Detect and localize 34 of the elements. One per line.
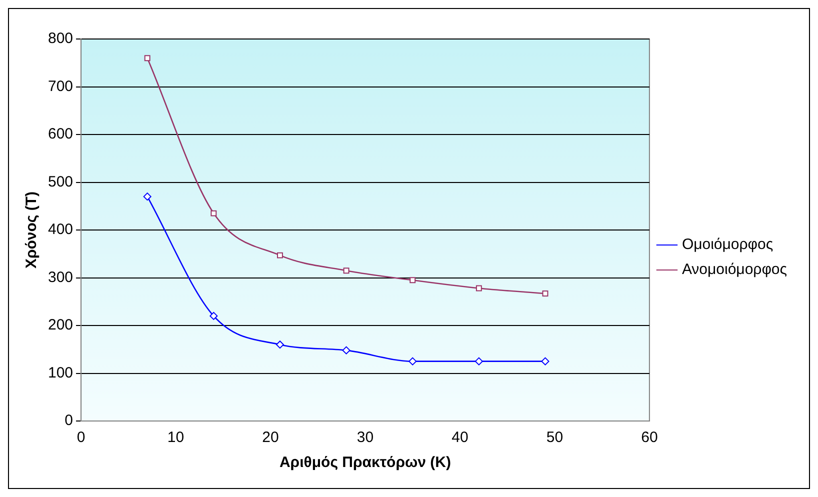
x-tick-label: 30 [356,429,374,446]
point [277,252,283,258]
point [210,312,218,320]
y-tick-label: 600 [48,126,74,143]
point [476,285,482,292]
y-tick-label: 500 [48,173,74,190]
point [474,357,483,366]
point [342,346,350,354]
y-tick-label: 400 [48,221,74,238]
point [143,192,152,201]
point [343,268,350,274]
y-tick-label: 0 [64,412,74,430]
y-axis-title: Χρόνος (T) [23,191,40,269]
point [410,277,416,284]
legend-label: Ανομοιόμορφος [682,261,788,278]
point [210,210,217,216]
x-tick-label: 0 [76,429,86,446]
y-tick-label: 100 [48,364,74,382]
point [541,357,550,366]
point [276,340,284,349]
y-tick-label: 800 [48,30,74,48]
x-tick-label: 40 [452,429,468,446]
x-tick-label: 20 [262,429,279,446]
point [542,290,548,296]
x-axis-title: Αριθμός Πρακτόρων (K) [279,454,452,472]
legend-label: Ομοιόμορφος [682,236,774,254]
point [144,55,150,62]
y-tick-label: 700 [48,78,74,95]
point [408,357,417,366]
y-tick-label: 300 [48,268,74,286]
x-tick-label: 50 [546,429,564,446]
y-tick-label: 200 [48,316,74,334]
x-tick-label: 10 [167,429,184,446]
x-tick-label: 60 [641,429,658,446]
